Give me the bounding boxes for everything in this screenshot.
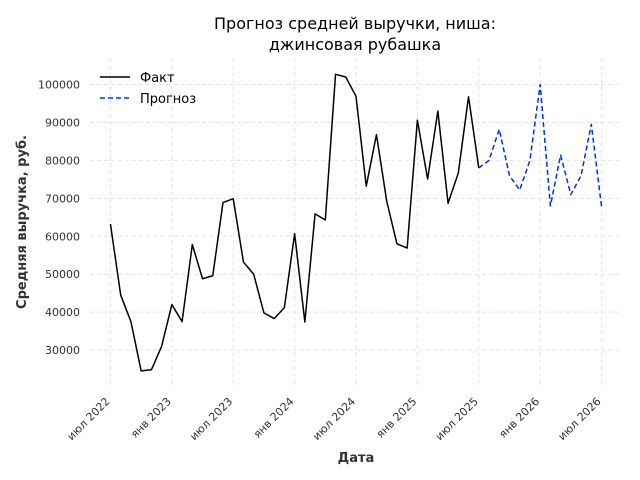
x-tick-label: янв 2024 [251,395,297,441]
y-tick-label: 70000 [45,192,80,205]
legend-label-forecast: Прогноз [140,92,196,107]
axis-ticks: 30000 40000 50000 60000 70000 80000 90000 10000… [38,79,604,443]
y-tick-label: 50000 [45,268,80,281]
x-tick-label: июл 2023 [187,395,235,443]
x-tick-label: июл 2024 [310,395,358,443]
legend-label-fact: Факт [140,71,175,86]
x-tick-label: янв 2026 [496,395,542,441]
x-tick-label: янв 2023 [128,395,174,441]
x-tick-label: июл 2025 [433,395,481,443]
y-tick-label: 40000 [45,306,80,319]
y-axis-label: Средняя выручка, руб. [15,135,30,309]
legend: Факт Прогноз [100,71,196,107]
grid [90,58,622,388]
y-tick-label: 100000 [38,79,80,92]
chart-title-line-1: Прогноз средней выручки, ниша: [214,14,496,33]
series [109,73,603,372]
y-tick-label: 80000 [45,154,80,167]
chart-title-line-2: джинсовая рубашка [269,35,441,54]
y-tick-label: 30000 [45,344,80,357]
x-axis-label: Дата [338,451,375,466]
series-line-fact [109,73,480,372]
y-tick-label: 60000 [45,230,80,243]
x-tick-label: июл 2026 [556,395,604,443]
y-tick-label: 90000 [45,116,80,129]
series-line-forecast [478,83,603,207]
x-tick-label: июл 2022 [65,395,113,443]
x-tick-label: янв 2025 [374,395,420,441]
